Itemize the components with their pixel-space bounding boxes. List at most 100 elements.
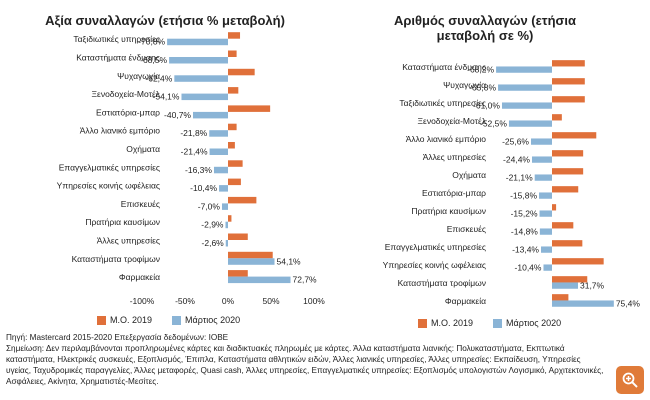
bar-mo2019: [228, 270, 248, 277]
bar-mo2019: [552, 114, 562, 121]
value-label: -40,7%: [164, 110, 191, 120]
value-label: -52,5%: [480, 118, 507, 128]
value-label: -70,8%: [138, 37, 165, 47]
value-label: -25,6%: [502, 136, 529, 146]
category-label: Ταξιδιωτικές υπηρεσίες: [73, 34, 160, 44]
value-label: -61,0%: [473, 100, 500, 110]
bar-mo2019: [552, 258, 604, 265]
bar-march2020: [552, 282, 578, 289]
category-label: Καταστήματα ένδυσης: [402, 62, 486, 72]
value-label: -21,8%: [180, 128, 207, 138]
value-label: 31,7%: [580, 280, 605, 290]
bar-march2020: [534, 174, 552, 181]
bar-mo2019: [552, 60, 585, 67]
value-label: -13,4%: [512, 244, 539, 254]
bar-mo2019: [552, 240, 583, 247]
category-label: Οχήματα: [126, 144, 160, 154]
category-label: Πρατήρια καυσίμων: [85, 217, 160, 227]
value-label: -68,2%: [467, 64, 494, 74]
bar-mo2019: [228, 215, 232, 222]
category-label: Εστιατόρια-μπαρ: [96, 107, 160, 117]
bar-mo2019: [552, 132, 597, 139]
bar-mo2019: [228, 50, 237, 57]
category-label: Επαγγελματικές υπηρεσίες: [385, 242, 486, 252]
category-label: Άλλο λιανικό εμπόριο: [406, 134, 487, 144]
value-label: -65,8%: [469, 82, 496, 92]
category-label: Άλλο λιανικό εμπόριο: [80, 126, 161, 136]
category-label: Καταστήματα τροφίμων: [398, 278, 486, 288]
value-label: -15,8%: [510, 190, 537, 200]
value-label: -16,3%: [185, 165, 212, 175]
tick-label: 50%: [262, 296, 279, 306]
category-label: Επισκευές: [121, 199, 160, 209]
tick-label: 0%: [222, 296, 235, 306]
bar-march2020: [228, 276, 291, 284]
bar-march2020: [225, 239, 228, 247]
category-label: Ταξιδιωτικές υπηρεσίες: [399, 98, 486, 108]
legend-swatch-march2020: [172, 315, 182, 325]
legend-label-march2020: Μάρτιος 2020: [185, 315, 241, 325]
legend-label-march2020: Μάρτιος 2020: [506, 318, 562, 328]
legend-swatch-mo2019: [97, 315, 106, 325]
category-label: Καταστήματα τροφίμων: [72, 254, 160, 264]
bar-march2020: [552, 300, 614, 307]
value-label: -7,0%: [198, 201, 221, 211]
bar-march2020: [531, 156, 552, 163]
bar-march2020: [167, 38, 228, 46]
bar-mo2019: [228, 233, 248, 240]
category-label: Ξενοδοχεία-Μοτέλ: [92, 89, 161, 99]
legend-label-mo2019: Μ.Ο. 2019: [110, 315, 153, 325]
bar-mo2019: [228, 87, 239, 94]
footer-notes: Πηγή: Mastercard 2015-2020 Επεξεργασία δ…: [6, 332, 606, 387]
bar-march2020: [209, 130, 228, 137]
bar-mo2019: [228, 160, 243, 167]
value-label: -62,4%: [145, 73, 172, 83]
right-legend: Μ.Ο. 2019 Μάρτιος 2020: [418, 318, 561, 328]
bar-mo2019: [552, 168, 584, 175]
bar-march2020: [213, 166, 228, 174]
bar-march2020: [221, 203, 228, 210]
legend-label-mo2019: Μ.Ο. 2019: [431, 318, 474, 328]
value-label: -21,4%: [181, 146, 208, 156]
tick-label: -100%: [130, 296, 155, 306]
value-label: 72,7%: [293, 275, 318, 285]
bar-mo2019: [552, 150, 584, 157]
bar-march2020: [541, 246, 552, 253]
bar-march2020: [501, 102, 552, 109]
value-label: -2,6%: [202, 238, 225, 248]
bar-march2020: [539, 228, 552, 235]
tick-label: -50%: [175, 296, 195, 306]
bar-mo2019: [228, 68, 255, 76]
bar-march2020: [543, 264, 552, 271]
category-label: Επαγγελματικές υπηρεσίες: [59, 162, 160, 172]
bar-mo2019: [228, 196, 257, 204]
category-label: Οχήματα: [452, 170, 486, 180]
value-label: 75,4%: [616, 298, 641, 308]
bar-mo2019: [552, 276, 588, 283]
value-label: -24,4%: [503, 154, 530, 164]
bar-march2020: [539, 192, 552, 199]
bar-march2020: [219, 185, 228, 192]
value-label: -21,1%: [506, 172, 533, 182]
zoom-button[interactable]: [616, 366, 644, 394]
legend-swatch-march2020: [493, 318, 503, 328]
bar-march2020: [225, 221, 228, 229]
bar-mo2019: [228, 178, 241, 186]
zoom-in-icon: [622, 372, 638, 388]
bar-mo2019: [228, 123, 237, 131]
category-label: Άλλες υπηρεσίες: [97, 235, 160, 245]
value-label: -10,4%: [190, 183, 217, 193]
category-label: Υπηρεσίες κοινής ωφέλειας: [57, 181, 160, 191]
source-line: Πηγή: Mastercard 2015-2020 Επεξεργασία δ…: [6, 333, 229, 342]
category-label: Πρατήρια καυσίμων: [411, 206, 486, 216]
category-label: Υπηρεσίες κοινής ωφέλειας: [383, 260, 486, 270]
bar-mo2019: [552, 186, 579, 193]
value-label: -54,1%: [153, 92, 180, 102]
value-label: -14,8%: [511, 226, 538, 236]
bar-mo2019: [552, 78, 585, 85]
bar-march2020: [181, 93, 228, 101]
category-label: Άλλες υπηρεσίες: [423, 152, 486, 162]
bar-march2020: [174, 75, 228, 82]
category-label: Καταστήματα ένδυσης: [76, 52, 160, 62]
